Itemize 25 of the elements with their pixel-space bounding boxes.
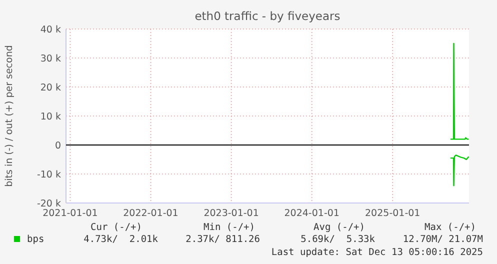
x-tick-label: 2025-01-01 [365,208,420,219]
text: 5.69k/ 5.33k [300,234,376,245]
y-tick-label: 10 k [40,111,62,122]
y-tick-label: 30 k [40,53,62,64]
text: 2.37k/ 811.26 [186,234,260,245]
chart-title: eth0 traffic - by fiveyears [194,9,340,23]
y-tick-label: 40 k [40,24,62,36]
x-tick-label: 2021-01-01 [42,208,98,219]
text: Cur (-/+) [90,222,142,233]
y-tick-label: -20 k [36,198,62,210]
x-tick-label: 2023-01-01 [204,208,259,219]
text: Max (-/+) [424,222,476,233]
y-tick-label: -10 k [36,169,62,180]
y-tick-label: 20 k [40,82,62,94]
x-tick-label: 2024-01-01 [284,208,340,219]
legend-label: bps [27,234,44,245]
text: Last update: Sat Dec 13 05:00:16 2025 [271,247,483,258]
text: Avg (-/+) [314,222,365,233]
text: Min (-/+) [204,222,255,233]
text: 12.70M/ 21.07M [402,234,484,245]
text: 4.73k/ 2.01k [84,234,158,245]
x-tick-label: 2022-01-01 [123,208,178,219]
y-tick-label: 0 [54,140,61,152]
line-series [450,154,470,186]
y-axis-title: bits in (-) / out (+) per second [4,45,15,187]
